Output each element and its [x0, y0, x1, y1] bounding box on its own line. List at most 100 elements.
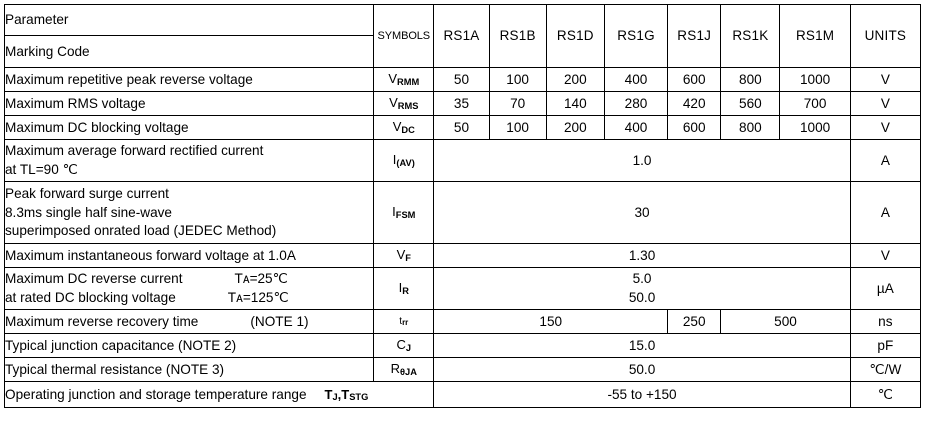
param-label-vf: Maximum instantaneous forward voltage at… [3, 243, 375, 268]
table-body: Maximum repetitive peak reverse voltage … [3, 67, 922, 408]
header-cell-rs1k: RS1K [720, 4, 781, 68]
unit-cell: V [849, 91, 922, 116]
value-cell: 600 [667, 67, 722, 92]
value-cell: 400 [603, 67, 669, 92]
symbol-vdc: VDC [373, 115, 435, 140]
table-row: Maximum average forward rectified curren… [3, 139, 922, 182]
table-row: Peak forward surge current 8.3ms single … [3, 181, 922, 244]
header-cell-rs1m: RS1M [779, 4, 851, 68]
header-label-parameter: Parameter [5, 12, 69, 28]
table-row: Typical junction capacitance (NOTE 2) CJ… [3, 333, 922, 358]
table-row: Maximum RMS voltage VRMS 35 70 140 280 4… [3, 91, 922, 116]
param-label-ifsm: Peak forward surge current 8.3ms single … [3, 181, 375, 244]
unit-cell: A [849, 181, 922, 244]
symbol-trr: trr [373, 309, 435, 334]
param-label-rthja: Typical thermal resistance (NOTE 3) [3, 357, 375, 382]
value-cell: 700 [779, 91, 851, 116]
unit-cell: A [849, 139, 922, 182]
header-cell-rs1a: RS1A [433, 4, 490, 68]
table-row: Maximum DC blocking voltage VDC 50 100 2… [3, 115, 922, 140]
unit-cell: µA [849, 267, 922, 310]
value-cell: 420 [667, 91, 722, 116]
value-cell-span-mid: 250 [667, 309, 722, 334]
symbol-vrmm: VRMM [373, 67, 435, 92]
value-cell: 800 [720, 67, 781, 92]
value-cell: 600 [667, 115, 722, 140]
table-row: Maximum repetitive peak reverse voltage … [3, 67, 922, 92]
value-cell-span-low: 150 [433, 309, 669, 334]
value-cell-merged: 1.30 [433, 243, 851, 268]
header-label-units: UNITS [864, 28, 907, 44]
value-cell: 70 [488, 91, 547, 116]
symbol-vrms: VRMS [373, 91, 435, 116]
unit-cell: ℃ [849, 381, 922, 408]
unit-cell: V [849, 67, 922, 92]
table-row: Operating junction and storage temperatu… [3, 381, 922, 408]
param-label-vrms: Maximum RMS voltage [3, 91, 375, 116]
value-cell: 200 [545, 115, 605, 140]
header-label-rs1d: RS1D [556, 28, 594, 44]
header-cell-rs1b: RS1B [488, 4, 547, 68]
symbol-ir: IR [373, 267, 435, 310]
header-label-rs1k: RS1K [732, 28, 769, 44]
value-cell: 50 [433, 67, 490, 92]
symbol-vf: VF [373, 243, 435, 268]
symbol-tj-tstg: TJ,TSTG [324, 386, 369, 403]
value-cell: 140 [545, 91, 605, 116]
value-cell: 400 [603, 115, 669, 140]
header-cell-units: UNITS [849, 4, 922, 68]
param-label-ir: Maximum DC reverse current Tᴀ=25℃ at rate… [3, 267, 375, 310]
value-cell-merged: 1.0 [433, 139, 851, 182]
electrical-characteristics-table: Parameter SYMBOLS RS1A RS1B RS1D RS1G [3, 4, 922, 408]
param-label-vrmm: Maximum repetitive peak reverse voltage [3, 67, 375, 92]
symbol-cj: CJ [373, 333, 435, 358]
value-cell: 35 [433, 91, 490, 116]
value-cell: 1000 [779, 67, 851, 92]
param-label-vdc: Maximum DC blocking voltage [3, 115, 375, 140]
symbol-iav: I(AV) [373, 139, 435, 182]
value-cell-merged: 5.0 50.0 [433, 267, 851, 310]
table-row: Typical thermal resistance (NOTE 3) RθJA… [3, 357, 922, 382]
unit-cell: V [849, 115, 922, 140]
header-cell-symbols: SYMBOLS [373, 4, 435, 68]
unit-cell: pF [849, 333, 922, 358]
header-cell-rs1g: RS1G [603, 4, 669, 68]
unit-cell: ℃/W [849, 357, 922, 382]
value-cell-merged: 50.0 [433, 357, 851, 382]
table-row: Maximum reverse recovery time (NOTE 1) tr… [3, 309, 922, 334]
param-label-cj: Typical junction capacitance (NOTE 2) [3, 333, 375, 358]
header-label-rs1g: RS1G [617, 28, 655, 44]
table-row: Maximum instantaneous forward voltage at… [3, 243, 922, 268]
value-cell: 200 [545, 67, 605, 92]
value-cell: 100 [488, 67, 547, 92]
header-label-symbols: SYMBOLS [377, 29, 431, 42]
value-cell: 50 [433, 115, 490, 140]
value-cell-span-high: 500 [720, 309, 851, 334]
symbol-rthja: RθJA [373, 357, 435, 382]
table-row: Maximum DC reverse current Tᴀ=25℃ at rate… [3, 267, 922, 310]
header-cell-parameter: Parameter [3, 4, 375, 36]
value-cell-merged: -55 to +150 [433, 381, 851, 408]
header-cell-rs1d: RS1D [545, 4, 605, 68]
value-cell: 100 [488, 115, 547, 140]
header-label-rs1j: RS1J [677, 28, 712, 44]
param-label-iav: Maximum average forward rectified curren… [3, 139, 375, 182]
header-label-rs1a: RS1A [443, 28, 480, 44]
header-cell-marking-code: Marking Code [3, 35, 375, 68]
header-label-marking-code: Marking Code [5, 43, 90, 59]
header-row-secondary: Marking Code [3, 35, 921, 68]
value-cell: 280 [603, 91, 669, 116]
param-label-tj-tstg: Operating junction and storage temperatu… [3, 381, 435, 408]
value-cell: 560 [720, 91, 781, 116]
value-cell-merged: 30 [433, 181, 851, 244]
header-label-rs1b: RS1B [499, 28, 536, 44]
value-cell-merged: 15.0 [433, 333, 851, 358]
param-label-trr: Maximum reverse recovery time (NOTE 1) [3, 309, 375, 334]
value-cell: 800 [720, 115, 781, 140]
header-cell-rs1j: RS1J [667, 4, 722, 68]
header-row-primary: Parameter SYMBOLS RS1A RS1B RS1D RS1G [3, 4, 922, 68]
header-label-rs1m: RS1M [795, 28, 835, 44]
value-cell: 1000 [779, 115, 851, 140]
table-header: Parameter SYMBOLS RS1A RS1B RS1D RS1G [3, 4, 922, 68]
unit-cell: V [849, 243, 922, 268]
